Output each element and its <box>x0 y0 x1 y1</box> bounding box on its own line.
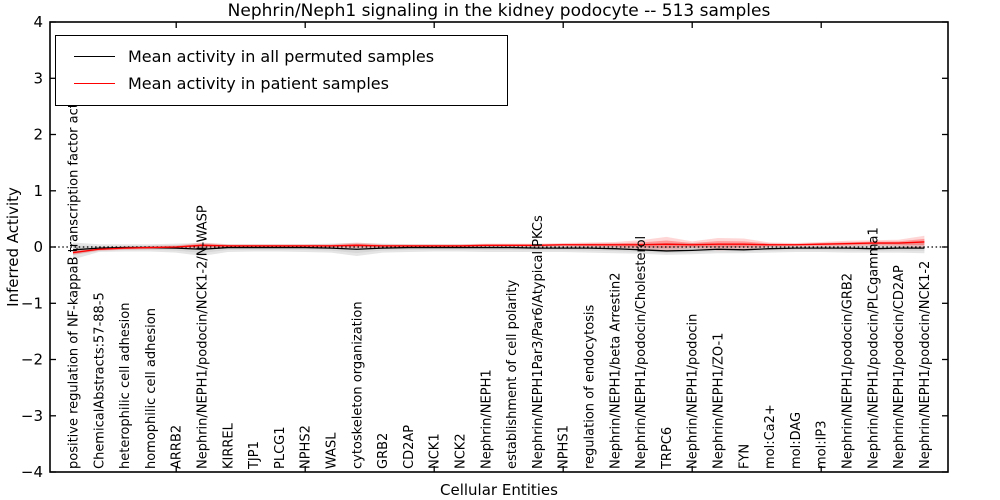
x-category-label: NCK1 <box>428 433 443 469</box>
x-category-label: homophilic cell adhesion <box>144 308 159 469</box>
x-category-label: CD2AP <box>402 425 417 469</box>
y-tick-label: 0 <box>33 238 43 256</box>
y-tick-label: −2 <box>21 351 43 369</box>
x-category-label: positive regulation of NF-kappaB transcr… <box>67 75 82 469</box>
x-category-label: regulation of endocytosis <box>583 304 598 469</box>
y-tick-label: 4 <box>33 13 43 31</box>
y-tick-label: 2 <box>33 126 43 144</box>
x-category-label: FYN <box>737 444 752 469</box>
x-category-label: mol:DAG <box>789 412 804 469</box>
x-category-label: Nephrin/NEPH1/podocin/NCK1-2/N-WASP <box>196 205 211 469</box>
y-tick-label: 1 <box>33 182 43 200</box>
chart-title: Nephrin/Neph1 signaling in the kidney po… <box>227 1 771 21</box>
x-category-label: NPHS1 <box>557 425 572 469</box>
x-category-label: PLCG1 <box>273 426 288 469</box>
legend-label-permuted: Mean activity in all permuted samples <box>128 47 435 66</box>
y-tick-label: −1 <box>21 294 43 312</box>
x-category-label: Nephrin/NEPH1/podocin/NCK1-2 <box>918 261 933 469</box>
x-category-label: Nephrin/NEPH1/podocin/GRB2 <box>841 273 856 469</box>
x-category-label: establishment of cell polarity <box>505 280 520 469</box>
legend-item-patient: Mean activity in patient samples <box>56 70 507 97</box>
x-category-label: WASL <box>325 432 340 469</box>
legend-item-permuted: Mean activity in all permuted samples <box>56 43 507 70</box>
x-category-label: ChemicalAbstracts:57-88-5 <box>92 292 107 469</box>
x-category-label: NCK2 <box>454 433 469 469</box>
legend-label-patient: Mean activity in patient samples <box>128 74 389 93</box>
x-category-label: Nephrin/NEPH1 <box>479 369 494 469</box>
permuted-line-swatch <box>74 56 115 57</box>
x-category-label: cytoskeleton organization <box>350 301 365 469</box>
x-category-label: NPHS2 <box>299 425 314 469</box>
y-tick-label: 3 <box>33 69 43 87</box>
patient-mean-line <box>72 241 925 254</box>
x-category-label: TRPC6 <box>660 427 675 470</box>
x-category-label: heterophilic cell adhesion <box>118 303 133 470</box>
patient-line-swatch <box>74 83 115 84</box>
y-tick-label: −4 <box>21 463 43 481</box>
x-category-label: GRB2 <box>376 433 391 469</box>
x-category-label: Nephrin/NEPH1/podocin <box>686 314 701 469</box>
x-category-label: mol:Ca2+ <box>763 404 778 469</box>
x-category-label: TJP1 <box>247 441 262 470</box>
patient-band-inner <box>73 238 925 254</box>
permuted-mean-line <box>72 246 925 252</box>
y-tick-label: −3 <box>21 407 43 425</box>
x-category-label: Nephrin/NEPH1Par3/Par6/Atypical PKCs <box>531 215 546 469</box>
y-axis-label: Inferred Activity <box>4 187 22 307</box>
x-category-label: Nephrin/NEPH1/ZO-1 <box>712 333 727 469</box>
x-category-label: Nephrin/NEPH1/podocin/PLCgamma1 <box>866 227 881 469</box>
x-category-label: Nephrin/NEPH1/beta Arrestin2 <box>608 273 623 470</box>
x-category-label: KIRREL <box>221 422 236 469</box>
legend: Mean activity in all permuted samples Me… <box>55 35 508 106</box>
x-axis-label: Cellular Entities <box>440 481 558 499</box>
x-category-label: Nephrin/NEPH1/podocin/Cholesterol <box>634 236 649 469</box>
x-category-label: Nephrin/NEPH1/podocin/CD2AP <box>892 265 907 469</box>
x-category-label: mol:IP3 <box>815 420 830 469</box>
x-category-label: ARRB2 <box>170 425 185 469</box>
